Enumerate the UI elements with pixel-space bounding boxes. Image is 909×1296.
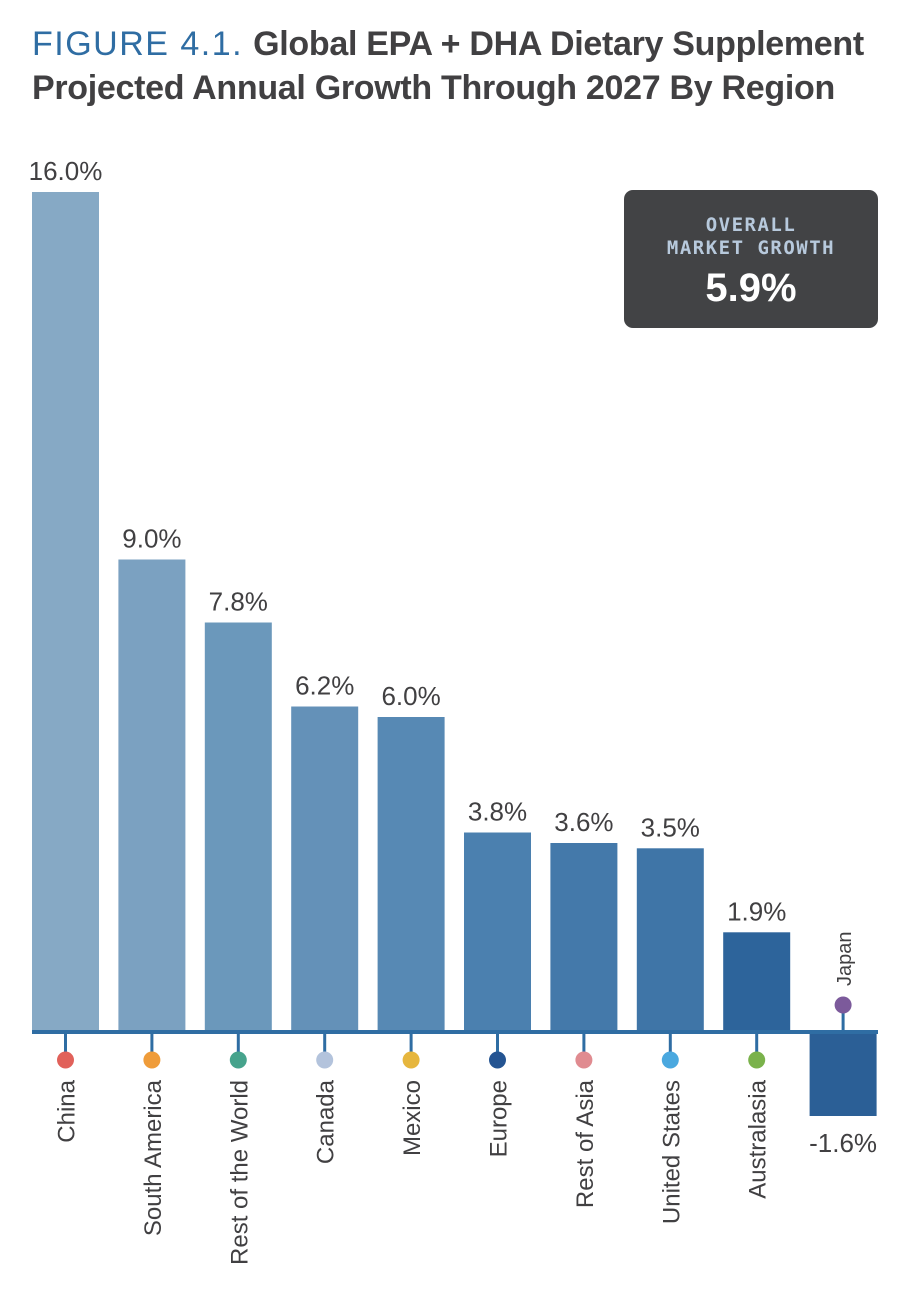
category-label-rest-of-asia: Rest of Asia (572, 1079, 599, 1208)
value-label-united-states: 3.5% (641, 812, 700, 842)
bar-china (32, 192, 99, 1032)
category-dot-rest-of-asia (575, 1051, 593, 1069)
value-label-europe: 3.8% (468, 797, 527, 827)
category-dot-united-states (661, 1051, 679, 1069)
overall-growth-box: OVERALL MARKET GROWTH 5.9% (624, 190, 878, 328)
title-text-1: Global EPA + DHA Dietary Supplement (253, 25, 864, 63)
bar-canada (291, 706, 359, 1032)
value-label-south-america: 9.0% (122, 524, 181, 554)
bar-united-states (636, 848, 704, 1033)
category-label-rest-of-the-world: Rest of the World (226, 1080, 253, 1265)
value-label-mexico: 6.0% (381, 681, 440, 711)
bar-south-america (118, 559, 186, 1032)
category-dot-south-america (143, 1051, 161, 1069)
category-label-europe: Europe (486, 1080, 513, 1157)
bar-europe (464, 832, 531, 1032)
bar-australasia (723, 932, 791, 1033)
category-dot-japan (834, 996, 852, 1014)
category-label-canada: Canada (313, 1079, 340, 1164)
category-label-japan: Japan (834, 932, 856, 987)
value-label-rest-of-asia: 3.6% (554, 807, 613, 837)
value-label-japan: -1.6% (809, 1128, 877, 1158)
category-dot-australasia (748, 1051, 766, 1069)
chart-title: FIGURE 4.1. Global EPA + DHA Dietary Supp… (32, 22, 892, 110)
category-label-australasia: Australasia (745, 1079, 772, 1198)
bar-mexico (377, 717, 445, 1032)
overall-growth-value: 5.9% (705, 266, 797, 310)
category-label-united-states: United States (658, 1080, 685, 1224)
figure-label: FIGURE 4.1. (32, 25, 244, 63)
category-label-mexico: Mexico (399, 1080, 426, 1156)
bar-rest-of-the-world (204, 622, 272, 1032)
title-line-2: Projected Annual Growth Through 2027 By … (32, 69, 835, 107)
value-label-rest-of-the-world: 7.8% (209, 587, 268, 617)
bar-rest-of-asia (550, 843, 618, 1032)
category-dot-europe (489, 1051, 506, 1069)
category-label-china: China (54, 1079, 81, 1142)
value-label-australasia: 1.9% (727, 896, 786, 926)
category-dot-canada (316, 1051, 334, 1069)
overall-growth-label: OVERALL MARKET GROWTH (666, 214, 836, 259)
category-dot-china (57, 1051, 74, 1069)
value-label-canada: 6.2% (295, 671, 354, 701)
category-dot-rest-of-the-world (229, 1051, 247, 1069)
bar-japan (809, 1032, 877, 1116)
category-dot-mexico (402, 1051, 420, 1069)
category-label-south-america: South America (140, 1079, 167, 1236)
title-line-1: FIGURE 4.1. Global EPA + DHA Dietary Supp… (32, 22, 892, 66)
value-label-china: 16.0% (29, 156, 103, 186)
